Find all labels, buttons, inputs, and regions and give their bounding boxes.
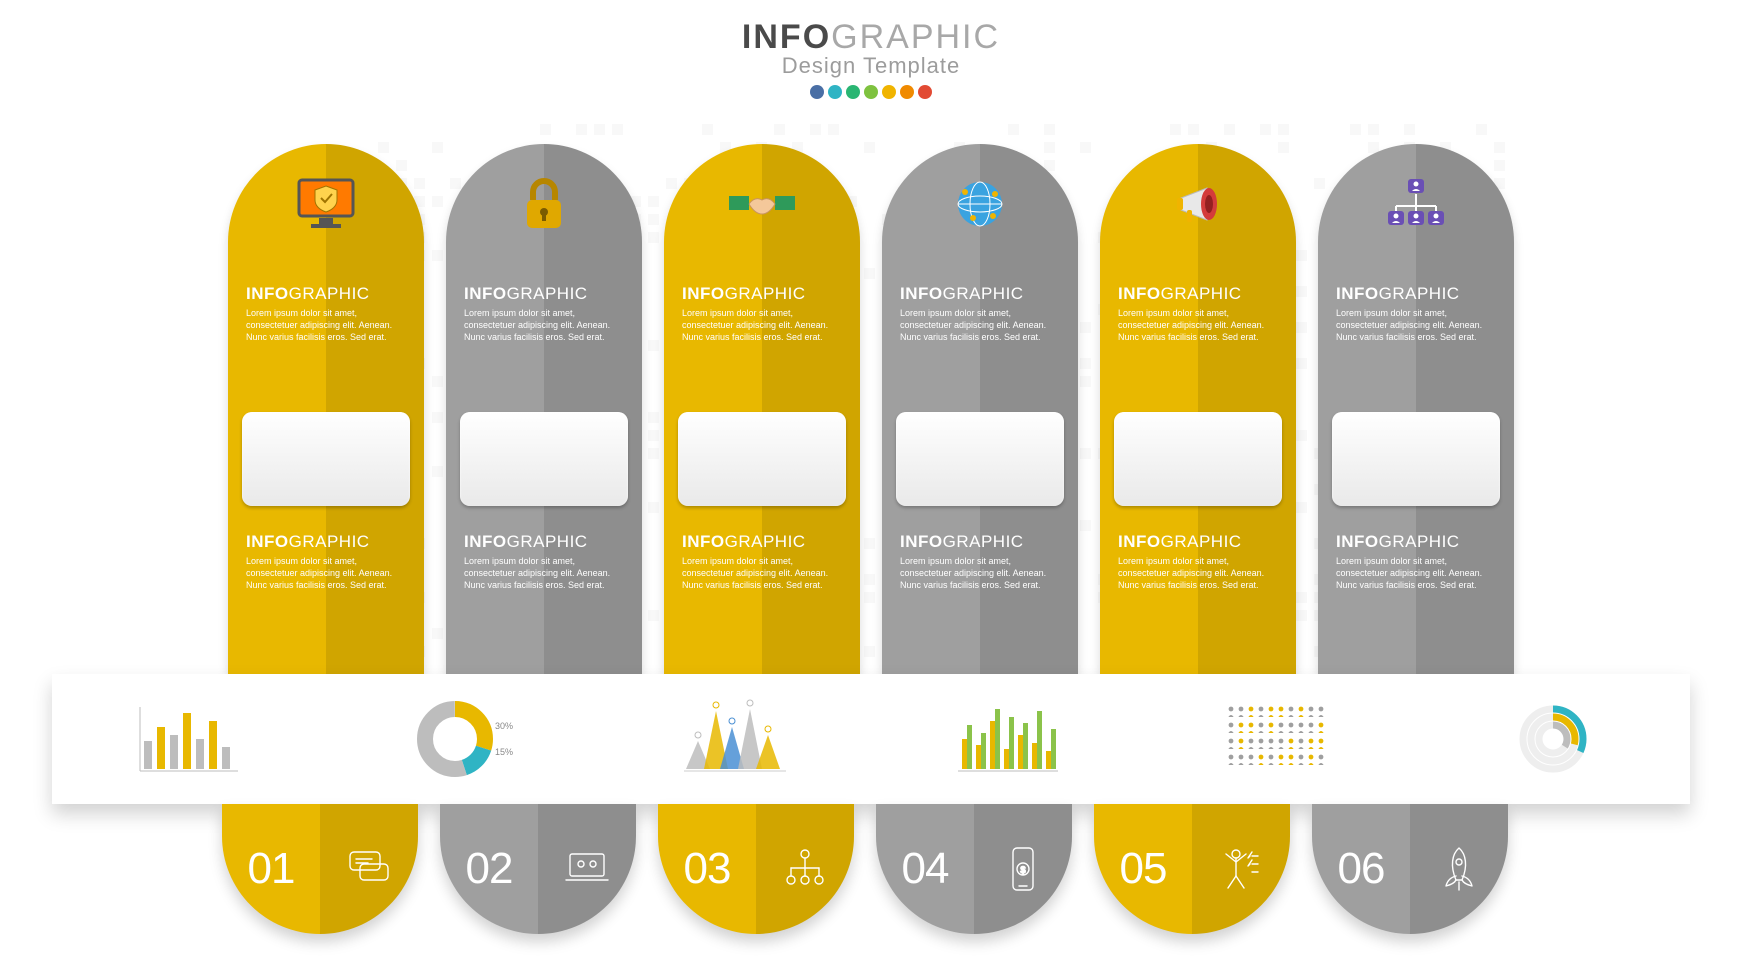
infographic-column: INFOGRAPHIC Lorem ipsum dolor sit amet, … bbox=[664, 144, 860, 674]
rocket-icon bbox=[1410, 842, 1508, 896]
svg-text:30%: 30% bbox=[495, 721, 513, 731]
card-text-upper: INFOGRAPHIC Lorem ipsum dolor sit amet, … bbox=[464, 284, 624, 343]
step-number: 03 bbox=[658, 844, 756, 894]
card-footer: 02 bbox=[440, 804, 636, 934]
card-top: INFOGRAPHIC Lorem ipsum dolor sit amet, … bbox=[882, 144, 1078, 674]
network-icon bbox=[756, 842, 854, 896]
infographic-column: INFOGRAPHIC Lorem ipsum dolor sit amet, … bbox=[228, 144, 424, 674]
header: INFOGRAPHIC Design Template bbox=[0, 0, 1742, 104]
megaphone-icon bbox=[1100, 174, 1296, 234]
card-panel bbox=[460, 412, 628, 506]
header-dot bbox=[828, 85, 842, 99]
card-top: INFOGRAPHIC Lorem ipsum dolor sit amet, … bbox=[228, 144, 424, 674]
org-chart-icon bbox=[1318, 174, 1514, 234]
step-number: 05 bbox=[1094, 844, 1192, 894]
padlock-icon bbox=[446, 174, 642, 234]
title-bold: INFO bbox=[742, 18, 831, 56]
card-panel bbox=[242, 412, 410, 506]
header-dot bbox=[810, 85, 824, 99]
mini-chart-people bbox=[1144, 699, 1417, 779]
infographic-column: INFOGRAPHIC Lorem ipsum dolor sit amet, … bbox=[1100, 144, 1296, 674]
page-title: INFOGRAPHIC bbox=[0, 18, 1742, 57]
step-number: 02 bbox=[440, 844, 538, 894]
card-top: INFOGRAPHIC Lorem ipsum dolor sit amet, … bbox=[1100, 144, 1296, 674]
title-light: GRAPHIC bbox=[831, 18, 1000, 56]
svg-text:$: $ bbox=[1020, 865, 1025, 875]
header-dot bbox=[900, 85, 914, 99]
card-footer: 05 bbox=[1094, 804, 1290, 934]
card-text-lower: INFOGRAPHIC Lorem ipsum dolor sit amet, … bbox=[1118, 532, 1278, 591]
infographic-column: INFOGRAPHIC Lorem ipsum dolor sit amet, … bbox=[1318, 144, 1514, 674]
header-dot bbox=[846, 85, 860, 99]
infographic-column: INFOGRAPHIC Lorem ipsum dolor sit amet, … bbox=[446, 144, 642, 674]
infographic-column: INFOGRAPHIC Lorem ipsum dolor sit amet, … bbox=[882, 144, 1078, 674]
header-dot bbox=[882, 85, 896, 99]
infographic-stage: INFOGRAPHIC Lorem ipsum dolor sit amet, … bbox=[0, 104, 1742, 974]
step-number: 04 bbox=[876, 844, 974, 894]
monitor-shield-icon bbox=[228, 174, 424, 234]
columns-container: INFOGRAPHIC Lorem ipsum dolor sit amet, … bbox=[228, 144, 1514, 674]
globe-network-icon bbox=[882, 174, 1078, 234]
card-text-lower: INFOGRAPHIC Lorem ipsum dolor sit amet, … bbox=[1336, 532, 1496, 591]
handshake-icon bbox=[664, 174, 860, 234]
card-footer: 01 bbox=[222, 804, 418, 934]
card-panel bbox=[1332, 412, 1500, 506]
laptop-icon bbox=[538, 842, 636, 896]
header-dot bbox=[918, 85, 932, 99]
chart-bar: 30% 15% bbox=[52, 674, 1690, 804]
header-dot bbox=[864, 85, 878, 99]
card-text-upper: INFOGRAPHIC Lorem ipsum dolor sit amet, … bbox=[900, 284, 1060, 343]
card-text-upper: INFOGRAPHIC Lorem ipsum dolor sit amet, … bbox=[246, 284, 406, 343]
card-top: INFOGRAPHIC Lorem ipsum dolor sit amet, … bbox=[1318, 144, 1514, 674]
card-footer: 06 bbox=[1312, 804, 1508, 934]
card-text-lower: INFOGRAPHIC Lorem ipsum dolor sit amet, … bbox=[464, 532, 624, 591]
card-footer: 03 bbox=[658, 804, 854, 934]
card-text-lower: INFOGRAPHIC Lorem ipsum dolor sit amet, … bbox=[900, 532, 1060, 591]
chat-icon bbox=[320, 842, 418, 896]
card-top: INFOGRAPHIC Lorem ipsum dolor sit amet, … bbox=[446, 144, 642, 674]
page-subtitle: Design Template bbox=[0, 53, 1742, 79]
mini-chart-bars2 bbox=[871, 699, 1144, 779]
card-text-lower: INFOGRAPHIC Lorem ipsum dolor sit amet, … bbox=[682, 532, 842, 591]
svg-text:15%: 15% bbox=[495, 747, 513, 757]
card-text-lower: INFOGRAPHIC Lorem ipsum dolor sit amet, … bbox=[246, 532, 406, 591]
card-top: INFOGRAPHIC Lorem ipsum dolor sit amet, … bbox=[664, 144, 860, 674]
header-dots bbox=[0, 85, 1742, 104]
mini-chart-area bbox=[598, 699, 871, 779]
card-panel bbox=[896, 412, 1064, 506]
card-text-upper: INFOGRAPHIC Lorem ipsum dolor sit amet, … bbox=[1336, 284, 1496, 343]
step-number: 01 bbox=[222, 844, 320, 894]
step-number: 06 bbox=[1312, 844, 1410, 894]
card-text-upper: INFOGRAPHIC Lorem ipsum dolor sit amet, … bbox=[1118, 284, 1278, 343]
mini-chart-radial bbox=[1417, 699, 1690, 779]
phone-icon: $ bbox=[974, 842, 1072, 896]
card-panel bbox=[1114, 412, 1282, 506]
mini-chart-donut: 30% 15% bbox=[325, 699, 598, 779]
mini-chart-bar bbox=[52, 699, 325, 779]
card-text-upper: INFOGRAPHIC Lorem ipsum dolor sit amet, … bbox=[682, 284, 842, 343]
card-panel bbox=[678, 412, 846, 506]
card-footer: 04 $ bbox=[876, 804, 1072, 934]
person-icon bbox=[1192, 842, 1290, 896]
